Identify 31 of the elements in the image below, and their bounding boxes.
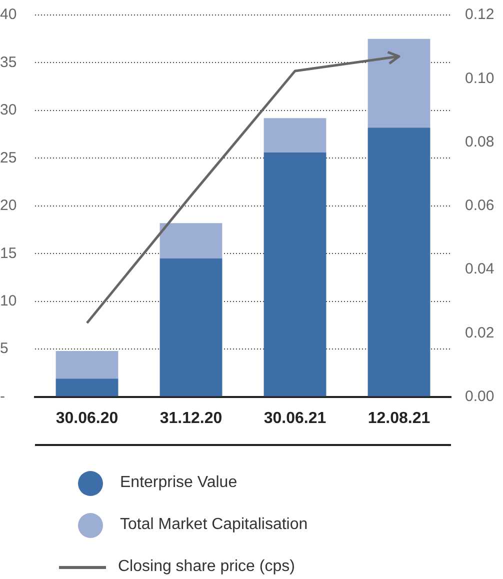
bar	[264, 118, 326, 152]
x-tick-label: 30.06.20	[56, 410, 118, 427]
y-tick-label: 10	[0, 292, 17, 310]
bar	[368, 128, 430, 396]
y2-tick-label: 0.00	[465, 388, 494, 405]
bar	[160, 223, 222, 258]
y-tick-label: -	[0, 388, 5, 405]
legend-label: Total Market Capitalisation	[120, 516, 308, 534]
y2-tick-label: 0.10	[465, 70, 494, 87]
bar	[56, 350, 118, 379]
x-tick-label: 31.12.20	[160, 410, 222, 427]
y-tick-label: 35	[0, 54, 17, 71]
y-tick-label: 20	[0, 197, 17, 214]
bar	[56, 378, 118, 396]
y-tick-label: 15	[0, 244, 17, 262]
y2-tick-label: 0.08	[465, 133, 494, 150]
y-tick-label: 25	[0, 149, 17, 166]
bar	[160, 258, 222, 396]
y-tick-label: 30	[0, 102, 17, 119]
bar	[264, 152, 326, 396]
y2-tick-label: 0.02	[465, 324, 494, 342]
legend-label: Enterprise Value	[120, 474, 238, 492]
y2-tick-label: 0.12	[465, 6, 494, 24]
y-tick-label: 40	[0, 6, 17, 24]
x-tick-label: 30.06.21	[264, 410, 326, 427]
x-tick-label: 12.08.21	[368, 410, 430, 427]
y2-tick-label: 0.06	[465, 197, 494, 214]
legend-label: Closing share price (cps)	[118, 558, 295, 576]
y-tick-label: 5	[0, 340, 8, 358]
bar	[368, 38, 430, 128]
y2-tick-label: 0.04	[465, 260, 494, 278]
